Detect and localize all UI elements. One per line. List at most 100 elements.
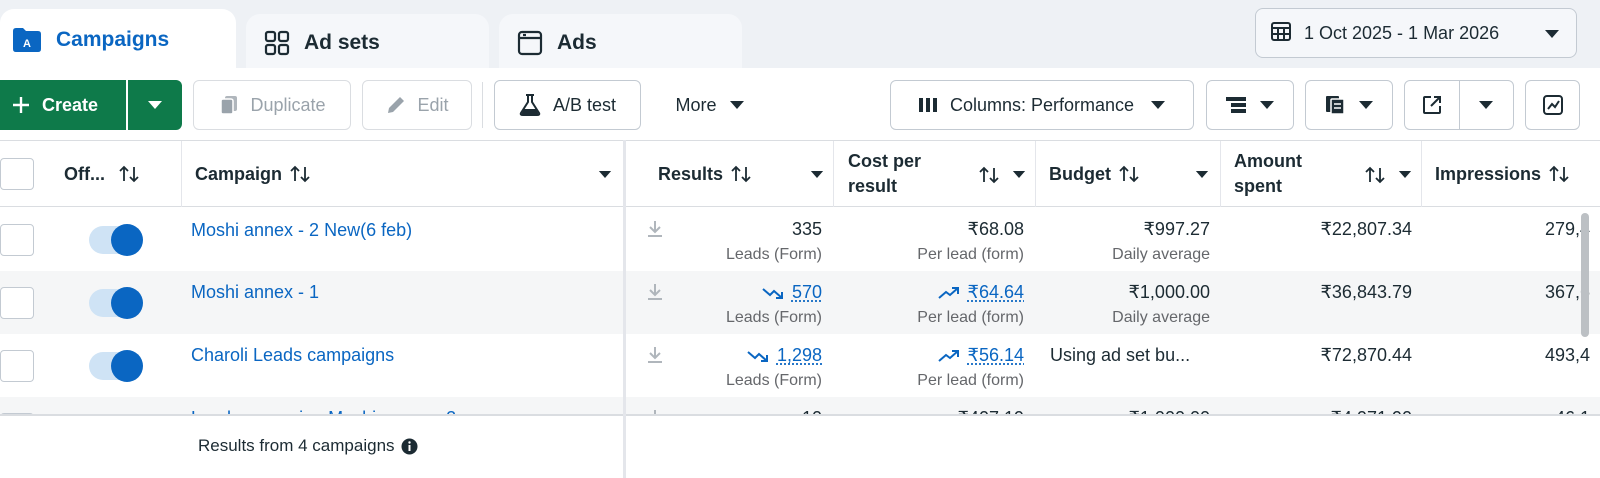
- create-button[interactable]: Create: [0, 80, 126, 130]
- impressions-value: 367,6: [1544, 282, 1590, 302]
- reports-button[interactable]: [1305, 80, 1393, 130]
- more-button[interactable]: More: [660, 80, 760, 130]
- column-header-campaign[interactable]: Campaign: [195, 141, 310, 207]
- ab-test-button[interactable]: A/B test: [494, 80, 641, 130]
- sort-icon[interactable]: [1365, 166, 1385, 184]
- download-icon[interactable]: [647, 283, 663, 301]
- tab-ad-sets-label: Ad sets: [304, 31, 380, 54]
- campaign-toggle[interactable]: [89, 350, 143, 382]
- breakdown-button[interactable]: [1206, 80, 1294, 130]
- impressions-value: 493,4: [1544, 345, 1590, 365]
- campaign-name-link[interactable]: Charoli Leads campaigns: [191, 345, 395, 365]
- campaign-name-link[interactable]: Moshi annex - 2 New(6 feb): [191, 220, 413, 240]
- sort-icon[interactable]: [979, 166, 999, 184]
- vertical-scrollbar[interactable]: [1581, 213, 1589, 337]
- date-range-text: 1 Oct 2025 - 1 Mar 2026: [1304, 22, 1500, 43]
- table-header: Off... Campaign Results Cost per result …: [0, 140, 1600, 207]
- column-header-budget[interactable]: Budget: [1049, 141, 1139, 207]
- campaign-toggle[interactable]: [89, 224, 143, 256]
- sort-icon: [119, 165, 139, 183]
- cost-per-result-cell: ₹64.64: [937, 282, 1025, 303]
- columns-button[interactable]: Columns: Performance: [890, 80, 1194, 130]
- select-all-checkbox[interactable]: [0, 158, 34, 190]
- results-summary-text: Results from 4 campaigns: [198, 436, 395, 455]
- chevron-down-icon[interactable]: [1012, 170, 1026, 179]
- download-icon[interactable]: [647, 346, 663, 364]
- chevron-down-icon[interactable]: [810, 170, 824, 179]
- chevron-down-icon[interactable]: [1398, 170, 1412, 179]
- sort-icon: [731, 165, 751, 183]
- budget-type: Daily average: [1112, 309, 1210, 326]
- column-divider: [1220, 141, 1221, 207]
- campaign-toggle[interactable]: [89, 287, 143, 319]
- results-value[interactable]: 1,298: [776, 345, 822, 365]
- chevron-down-icon: [1359, 101, 1373, 109]
- column-header-amount-label-line2: spent: [1234, 176, 1283, 196]
- budget-type: Daily average: [1112, 246, 1210, 263]
- tab-campaigns[interactable]: A Campaigns: [0, 9, 236, 71]
- export-icon: [1405, 81, 1459, 129]
- results-value: 335: [791, 219, 822, 239]
- edit-label: Edit: [417, 94, 449, 115]
- column-header-results[interactable]: Results: [658, 141, 751, 207]
- trend-down-icon: [747, 351, 768, 363]
- duplicate-label: Duplicate: [250, 94, 326, 115]
- footer-divider: [623, 414, 626, 478]
- amount-spent-value: ₹22,807.34: [1320, 219, 1412, 239]
- table-row[interactable]: Charoli Leads campaigns 1,298 Leads (For…: [0, 334, 1600, 397]
- chevron-down-icon[interactable]: [1195, 170, 1209, 179]
- toggle-knob: [111, 350, 143, 382]
- results-cell: 1,298: [747, 345, 822, 366]
- column-header-cost-label-line1: Cost per: [848, 151, 922, 171]
- toggle-knob: [111, 224, 143, 256]
- tab-ad-sets[interactable]: Ad sets: [246, 14, 489, 72]
- table-row[interactable]: Moshi annex - 2 New(6 feb) 335 Leads (Fo…: [0, 208, 1600, 271]
- column-header-off-on[interactable]: Off...: [64, 141, 139, 207]
- chevron-down-icon: [1459, 81, 1513, 129]
- column-header-amount-spent[interactable]: Amount spent: [1234, 141, 1302, 207]
- svg-text:A: A: [23, 38, 31, 50]
- info-icon[interactable]: [401, 438, 418, 455]
- column-header-results-label: Results: [658, 163, 724, 184]
- trend-up-icon: [937, 350, 959, 363]
- chevron-down-icon[interactable]: [598, 170, 612, 179]
- date-range-picker[interactable]: 1 Oct 2025 - 1 Mar 2026: [1255, 8, 1577, 58]
- cost-per-result-type: Per lead (form): [917, 372, 1024, 389]
- edit-button[interactable]: Edit: [362, 80, 472, 130]
- column-header-cost-label-line2: result: [848, 176, 898, 196]
- cost-per-result-value[interactable]: ₹64.64: [967, 282, 1025, 302]
- amount-spent-value: ₹72,870.44: [1320, 345, 1412, 365]
- cost-per-result-value[interactable]: ₹56.14: [967, 345, 1025, 365]
- column-divider: [1035, 141, 1036, 207]
- column-header-amount-label-line1: Amount: [1234, 151, 1302, 171]
- column-divider: [833, 141, 834, 207]
- cost-per-result-value: ₹68.08: [967, 219, 1025, 239]
- results-value[interactable]: 570: [791, 282, 822, 302]
- view-charts-button[interactable]: [1525, 80, 1580, 130]
- chevron-down-icon: [1260, 101, 1274, 109]
- column-header-cost-per-result[interactable]: Cost per result: [848, 141, 921, 207]
- row-checkbox[interactable]: [0, 224, 34, 256]
- budget-value: Using ad set bu...: [1050, 345, 1191, 365]
- tab-ads[interactable]: Ads: [499, 14, 742, 72]
- toolbar-divider: [482, 82, 483, 128]
- create-dropdown-button[interactable]: [128, 80, 182, 130]
- download-icon[interactable]: [647, 220, 663, 238]
- chevron-down-icon: [729, 101, 744, 109]
- cost-per-result-type: Per lead (form): [917, 246, 1024, 263]
- duplicate-button[interactable]: Duplicate: [193, 80, 351, 130]
- row-checkbox[interactable]: [0, 287, 34, 319]
- column-divider: [181, 141, 182, 207]
- row-checkbox[interactable]: [0, 350, 34, 382]
- breakdown-icon: [1226, 97, 1246, 113]
- campaign-name-link[interactable]: Moshi annex - 1: [191, 282, 320, 302]
- amount-spent-value: ₹36,843.79: [1320, 282, 1412, 302]
- table-row[interactable]: Moshi annex - 1 570 Leads (Form) ₹64.64 …: [0, 271, 1600, 334]
- trend-up-icon: [937, 287, 959, 300]
- column-header-impressions[interactable]: Impressions: [1435, 141, 1569, 207]
- results-type: Leads (Form): [725, 372, 822, 389]
- column-header-budget-label: Budget: [1049, 163, 1111, 184]
- sort-icon: [290, 165, 310, 183]
- export-button[interactable]: [1404, 80, 1514, 130]
- toggle-knob: [111, 287, 143, 319]
